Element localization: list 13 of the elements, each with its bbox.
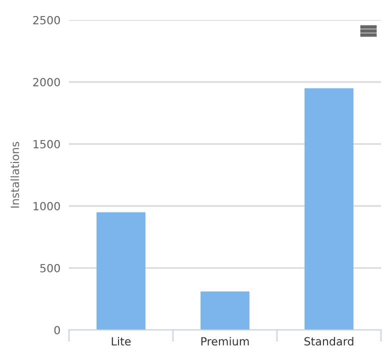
x-tick-label: Standard	[304, 336, 354, 346]
y-axis-title: Installations	[10, 142, 20, 208]
x-tick-label: Lite	[112, 336, 131, 346]
y-tick-label: 0	[54, 326, 60, 334]
bar	[96, 212, 146, 330]
y-tick-label: 2000	[33, 78, 60, 86]
y-tick-label: 1500	[34, 140, 60, 148]
y-tick-label: 1000	[34, 202, 60, 210]
bar	[200, 292, 250, 330]
bar	[304, 88, 354, 330]
y-tick-label: 2500	[33, 16, 60, 24]
y-tick-label: 500	[40, 264, 60, 272]
x-tick-label: Premium	[201, 336, 249, 346]
